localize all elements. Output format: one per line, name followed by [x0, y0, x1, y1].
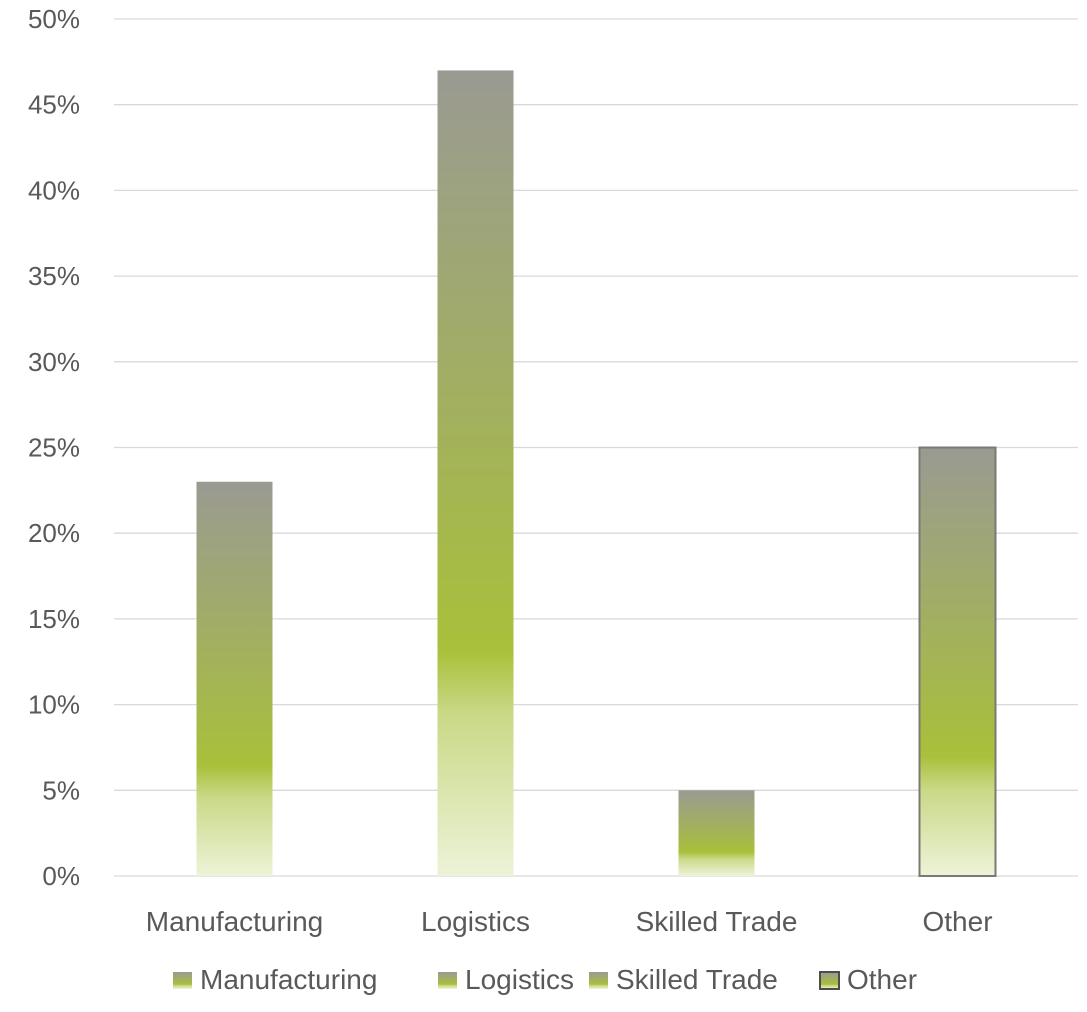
bars	[196, 70, 997, 877]
y-tick-label: 50%	[28, 4, 80, 34]
legend-swatch	[173, 972, 192, 989]
legend-item-skilled-trade: Skilled Trade	[589, 964, 778, 995]
x-category-label: Manufacturing	[146, 906, 323, 937]
bar-logistics	[437, 70, 514, 877]
y-tick-label: 15%	[28, 604, 80, 634]
y-tick-label: 30%	[28, 347, 80, 377]
legend-swatch	[819, 971, 840, 990]
legend-swatch	[589, 972, 608, 989]
legend-label: Logistics	[465, 964, 574, 995]
y-axis-ticks: 0% 5% 10% 15% 20% 25% 30% 35% 40% 45% 50%	[28, 4, 80, 891]
x-category-label: Logistics	[421, 906, 530, 937]
y-tick-label: 45%	[28, 90, 80, 120]
y-tick-label: 40%	[28, 175, 80, 205]
x-axis-labels: Manufacturing Logistics Skilled Trade Other	[146, 906, 993, 937]
y-tick-label: 35%	[28, 261, 80, 291]
y-tick-label: 10%	[28, 690, 80, 720]
legend-label: Skilled Trade	[616, 964, 778, 995]
bar-other	[918, 446, 997, 877]
y-tick-label: 25%	[28, 433, 80, 463]
y-tick-label: 20%	[28, 518, 80, 548]
x-category-label: Other	[922, 906, 992, 937]
legend-swatch	[438, 972, 457, 989]
legend-item-manufacturing: Manufacturing	[173, 964, 377, 995]
y-tick-label: 5%	[42, 775, 80, 805]
y-tick-label: 0%	[42, 861, 80, 891]
legend-item-logistics: Logistics	[438, 964, 574, 995]
legend-item-other: Other	[819, 964, 917, 995]
legend-label: Other	[847, 964, 917, 995]
legend-label: Manufacturing	[200, 964, 377, 995]
legend: Manufacturing Logistics Skilled Trade Other	[173, 964, 917, 995]
bar-manufacturing	[196, 481, 273, 876]
x-category-label: Skilled Trade	[636, 906, 798, 937]
gridlines	[114, 18, 1078, 877]
bar-skilled-trade	[678, 790, 755, 876]
